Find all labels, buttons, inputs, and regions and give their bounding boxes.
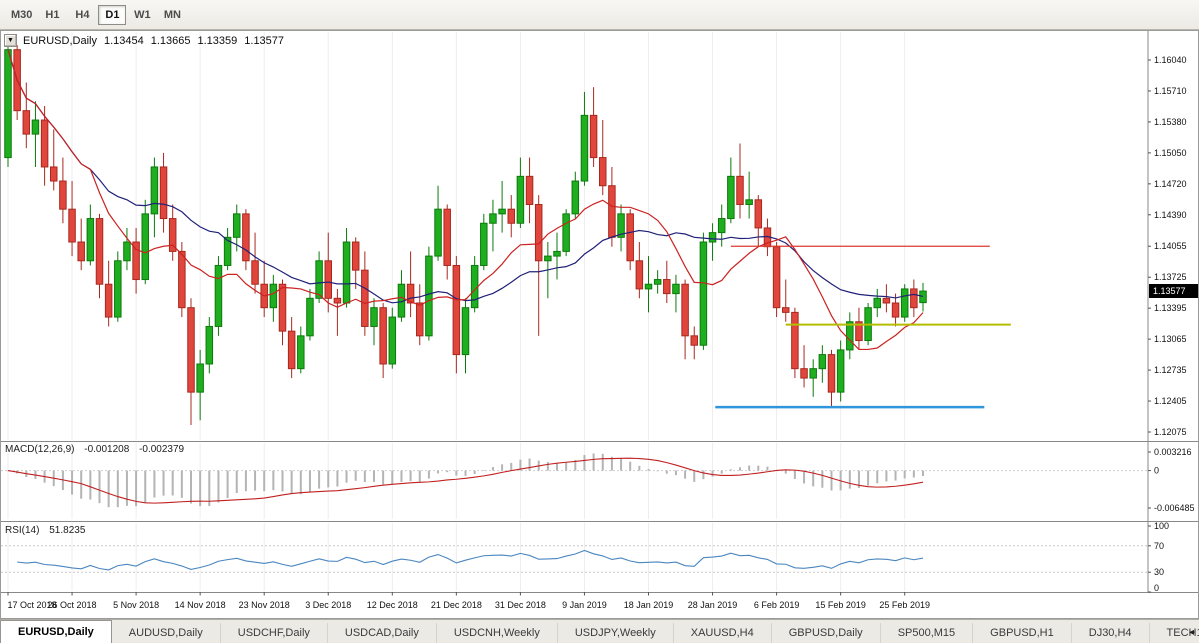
symbol-tabbar: EURUSD,Daily AUDUSD,Daily USDCHF,Daily USDC…: [0, 619, 1199, 643]
timeframe-button-mn[interactable]: MN: [163, 8, 181, 21]
chart-dropdown-icon[interactable]: ▼: [4, 34, 17, 47]
date-axis-label: 31 Dec 2018: [495, 600, 546, 610]
macd-axis-label: 0.003216: [1154, 447, 1192, 457]
macd-signal-line: [7, 457, 924, 504]
date-axis-label: 26 Oct 2018: [48, 600, 97, 610]
symbol-tab-tech100-h1[interactable]: TECH100,H1: [1150, 623, 1199, 643]
price-axis-label: 1.16040: [1154, 55, 1187, 65]
symbol-tab-audusd-daily[interactable]: AUDUSD,Daily: [112, 623, 221, 643]
symbol-tab-usdjpy-weekly[interactable]: USDJPY,Weekly: [558, 623, 674, 643]
rsi-axis-label: 100: [1154, 521, 1169, 531]
price-axis-label: 1.15710: [1154, 86, 1187, 96]
timeframe-toolbar: M30 H1 H4 D1 W1 MN: [0, 0, 1199, 30]
date-axis-label: 6 Feb 2019: [754, 600, 800, 610]
date-axis-label: 14 Nov 2018: [175, 600, 226, 610]
rsi-axis-label: 70: [1154, 541, 1164, 551]
macd-histogram: [7, 453, 924, 508]
date-axis-label: 5 Nov 2018: [113, 600, 159, 610]
price-axis-label: 1.12405: [1154, 396, 1187, 406]
timeframe-button-w1[interactable]: W1: [134, 8, 151, 21]
timeframe-button-h4[interactable]: H4: [75, 8, 90, 21]
timeframe-button-m30[interactable]: M30: [11, 8, 33, 21]
chart-canvas: 1.16040 1.15710 1.15380 1.15050 1.14720 1.143…: [0, 30, 1199, 619]
symbol-tab-dj30-h4[interactable]: DJ30,H4: [1072, 623, 1150, 643]
date-axis-label: 28 Jan 2019: [688, 600, 738, 610]
date-axis-label: 3 Dec 2018: [305, 600, 351, 610]
price-axis-area[interactable]: [1149, 31, 1198, 592]
rsi-value: 51.8235: [49, 525, 86, 536]
price-axis-label: 1.14055: [1154, 241, 1187, 251]
candlestick-series: [4, 40, 927, 425]
chart-close-value: 1.13577: [244, 34, 285, 47]
date-axis-label: 17 Oct 2018: [7, 600, 56, 610]
rsi-axis-label: 30: [1154, 567, 1164, 577]
date-axis-label: 18 Jan 2019: [624, 600, 674, 610]
rsi-name: RSI(14): [5, 525, 40, 536]
date-axis-label: 9 Jan 2019: [562, 600, 607, 610]
chart-symbol-label: EURUSD,Daily: [23, 34, 97, 47]
price-axis-label: 1.12075: [1154, 427, 1187, 437]
price-axis-label: 1.13395: [1154, 303, 1187, 313]
date-axis-label: 25 Feb 2019: [879, 600, 930, 610]
main-chart-plot-area[interactable]: [1, 31, 1147, 441]
symbol-tab-usdcnh-weekly[interactable]: USDCNH,Weekly: [437, 623, 558, 643]
price-axis-label: 1.14390: [1154, 210, 1187, 220]
date-axis-label: 15 Feb 2019: [815, 600, 866, 610]
rsi-panel-area[interactable]: [1, 522, 1147, 592]
date-axis-label: 23 Nov 2018: [239, 600, 290, 610]
symbol-tab-gbpusd-daily[interactable]: GBPUSD,Daily: [772, 623, 881, 643]
macd-axis-label: 0: [1154, 466, 1159, 476]
symbol-tab-usdchf-daily[interactable]: USDCHF,Daily: [221, 623, 328, 643]
timeframe-button-h1[interactable]: H1: [45, 8, 60, 21]
macd-main-value: -0.001208: [84, 444, 130, 455]
current-price-badge: 1.13577: [1149, 284, 1198, 299]
symbol-tab-usdcad-daily[interactable]: USDCAD,Daily: [328, 623, 437, 643]
symbol-tab-sp500-m15[interactable]: SP500,M15: [881, 623, 974, 643]
rsi-indicator-label: RSI(14) 51.8235: [5, 525, 92, 536]
date-axis-label: 12 Dec 2018: [367, 600, 418, 610]
symbol-tab-eurusd-daily[interactable]: EURUSD,Daily: [0, 620, 112, 643]
chart-header: ▼ EURUSD,Daily 1.13454 1.13665 1.13359 1…: [4, 33, 284, 48]
price-axis-label: 1.13725: [1154, 272, 1187, 282]
rsi-line: [17, 549, 924, 571]
price-axis-label: 1.15380: [1154, 117, 1187, 127]
price-axis-label: 1.14720: [1154, 179, 1187, 189]
timeframe-button-d1[interactable]: D1: [98, 4, 127, 25]
ma-fast-line: [7, 49, 924, 351]
price-axis-label: 1.15050: [1154, 148, 1187, 158]
macd-axis-label: -0.006485: [1154, 503, 1195, 513]
chart-low-value: 1.13359: [197, 34, 238, 47]
chart-high-value: 1.13665: [150, 34, 191, 47]
axes: 1.16040 1.15710 1.15380 1.15050 1.14720 1.143…: [0, 30, 1199, 610]
price-axis-label: 1.12735: [1154, 365, 1187, 375]
macd-signal-value: -0.002379: [139, 444, 185, 455]
rsi-axis-label: 0: [1154, 583, 1159, 593]
macd-name: MACD(12,26,9): [5, 444, 75, 455]
price-axis-label: 1.13065: [1154, 334, 1187, 344]
symbol-tab-xauusd-h4[interactable]: XAUUSD,H4: [674, 623, 772, 643]
chart-window: 1.16040 1.15710 1.15380 1.15050 1.14720 1.143…: [0, 30, 1199, 619]
time-axis-area[interactable]: [1, 593, 1147, 618]
ma-slow-line: [7, 49, 924, 304]
date-axis-label: 21 Dec 2018: [431, 600, 482, 610]
symbol-tab-gbpusd-h1[interactable]: GBPUSD,H1: [973, 623, 1072, 643]
tab-scroll-left-icon[interactable]: ◂: [1188, 627, 1194, 638]
chart-open-value: 1.13454: [103, 34, 144, 47]
macd-indicator-label: MACD(12,26,9) -0.001208 -0.002379: [5, 444, 191, 455]
